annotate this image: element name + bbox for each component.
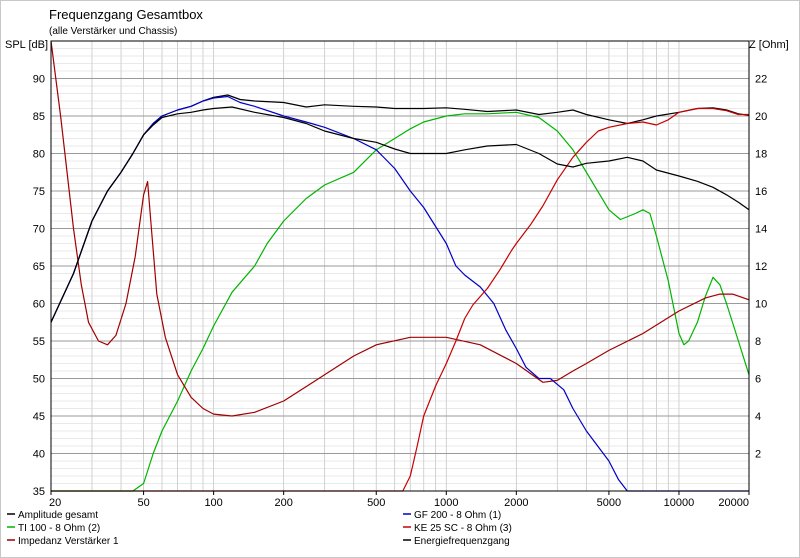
y-right-tick-label: 18 [755, 149, 767, 161]
y-left-tick-label: 80 [33, 149, 45, 161]
series-layer [50, 40, 750, 492]
x-tick-label: 500 [367, 497, 385, 509]
y-left-tick-label: 60 [33, 299, 45, 311]
series-line-6 [50, 106, 750, 323]
y-right-tick-label: 10 [755, 299, 767, 311]
y-right-tick-label: 14 [755, 224, 767, 236]
legend-label: Energiefrequenzgang [414, 536, 510, 547]
plot-border [50, 40, 750, 492]
y-left-tick-label: 90 [33, 74, 45, 86]
y-right-tick-label: 22 [755, 74, 767, 86]
y-left-axis-label: SPL [dB] [5, 39, 48, 51]
x-tick-label: 5000 [597, 497, 621, 509]
x-tick-label: 100 [204, 497, 222, 509]
chart-title: Frequenzgang Gesamtbox [49, 7, 203, 22]
y-right-axis-ticks: 2 4 6 8 10 12 14 16 18 20 22 [755, 74, 767, 461]
x-tick-label: 2000 [504, 497, 528, 509]
y-left-tick-label: 45 [33, 411, 45, 423]
y-right-axis-label: Z [Ohm] [749, 39, 789, 51]
y-right-tick-label: 12 [755, 261, 767, 273]
y-right-tick-label: 4 [755, 411, 761, 423]
legend-label: GF 200 - 8 Ohm (1) [414, 510, 501, 521]
y-left-tick-label: 55 [33, 336, 45, 348]
y-left-tick-label: 40 [33, 449, 45, 461]
chart-subtitle: (alle Verstärker und Chassis) [49, 26, 177, 37]
series-line-5 [51, 107, 749, 492]
legend-label: TI 100 - 8 Ohm (2) [18, 523, 100, 534]
y-left-tick-label: 50 [33, 374, 45, 386]
y-left-tick-label: 70 [33, 224, 45, 236]
series-line-3 [50, 40, 750, 417]
legend: Amplitude gesamt TI 100 - 8 Ohm (2) Impeda… [7, 510, 512, 547]
y-right-tick-label: 6 [755, 374, 761, 386]
y-right-tick-label: 20 [755, 111, 767, 123]
y-right-tick-label: 8 [755, 336, 761, 348]
y-left-tick-label: 35 [33, 486, 45, 498]
x-tick-label: 50 [137, 497, 149, 509]
series-line-2 [51, 111, 750, 492]
y-left-tick-label: 65 [33, 261, 45, 273]
x-tick-label: 10000 [664, 497, 695, 509]
legend-label: Amplitude gesamt [18, 510, 98, 521]
x-tick-label: 1000 [434, 497, 458, 509]
x-axis-ticks: 20 50 100 200 500 1000 2000 5000 10000 20000 [49, 491, 750, 509]
series-line-4 [50, 95, 749, 492]
y-left-tick-label: 75 [33, 186, 45, 198]
x-tick-label: 20 [49, 497, 61, 509]
y-right-tick-label: 16 [755, 186, 767, 198]
x-tick-label: 20000 [718, 497, 749, 509]
y-left-tick-label: 85 [33, 111, 45, 123]
legend-label: Impedanz Verstärker 1 [18, 536, 119, 547]
x-tick-label: 200 [274, 497, 292, 509]
legend-label: KE 25 SC - 8 Ohm (3) [414, 523, 512, 534]
y-left-axis-ticks: 35 40 45 50 55 60 65 70 75 80 85 90 [33, 74, 45, 499]
y-right-tick-label: 2 [755, 449, 761, 461]
